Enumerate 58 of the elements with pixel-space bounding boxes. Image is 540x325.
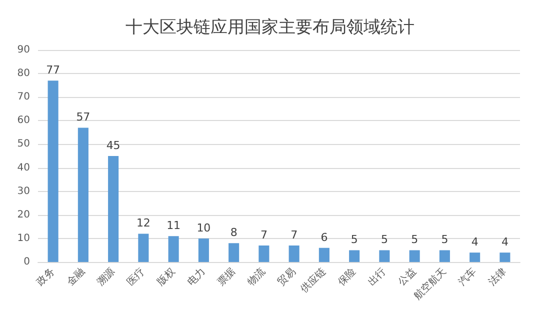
y-tick-label: 0 (24, 256, 30, 268)
data-label: 4 (471, 236, 478, 249)
bar (78, 128, 88, 262)
x-tick-label: 公益 (396, 265, 418, 288)
x-tick-label: 电力 (184, 265, 208, 288)
data-label: 77 (46, 64, 60, 77)
data-label: 5 (350, 233, 358, 246)
y-tick-label: 40 (17, 162, 30, 174)
y-tick-label: 70 (17, 92, 30, 103)
bar (470, 252, 480, 262)
bar (379, 250, 390, 262)
data-label: 4 (501, 236, 508, 249)
bar (409, 250, 420, 262)
data-label: 7 (290, 228, 298, 242)
data-label: 5 (441, 233, 448, 246)
bar (108, 156, 119, 262)
x-tick-label: 出行 (366, 265, 388, 288)
bar (500, 252, 510, 262)
data-label: 12 (136, 216, 150, 230)
bar (138, 234, 149, 262)
x-tick-label: 版权 (154, 265, 178, 288)
y-tick-label: 20 (17, 209, 30, 220)
data-label: 45 (106, 139, 120, 152)
data-label: 8 (230, 226, 238, 240)
chart-title: 十大区块链应用国家主要布局领域统计 (126, 18, 414, 38)
bar (228, 243, 240, 262)
y-tick-label: 30 (17, 186, 30, 197)
x-tick-label: 溯源 (94, 265, 118, 288)
data-label: 6 (320, 230, 328, 244)
bar (198, 238, 209, 262)
bar (349, 250, 360, 262)
data-label: 11 (166, 219, 181, 232)
bar (168, 236, 179, 262)
y-tick-label: 90 (17, 44, 30, 56)
x-tick-label: 供应链 (298, 265, 328, 296)
x-tick-label: 物流 (245, 265, 268, 288)
bar (288, 246, 300, 262)
data-label: 5 (380, 233, 388, 246)
bar (318, 248, 330, 262)
bar (48, 80, 58, 262)
data-label: 7 (260, 228, 268, 242)
bar (258, 246, 270, 262)
x-tick-label: 汽车 (456, 265, 479, 288)
y-tick-label: 60 (17, 115, 30, 126)
x-tick-label: 法律 (486, 265, 509, 288)
x-tick-label: 金融 (64, 265, 88, 288)
x-tick-label: 贸易 (275, 265, 298, 288)
y-tick-label: 50 (17, 138, 30, 150)
y-tick-label: 80 (17, 68, 30, 80)
data-label: 10 (196, 221, 211, 234)
bar (439, 250, 450, 262)
data-label: 5 (411, 233, 418, 246)
x-tick-label: 保险 (336, 265, 358, 288)
x-tick-label: 医疗 (124, 265, 148, 288)
x-tick-label: 政务 (34, 265, 57, 288)
y-tick-label: 10 (17, 232, 30, 244)
data-label: 57 (76, 110, 90, 124)
x-tick-label: 票据 (215, 265, 238, 288)
